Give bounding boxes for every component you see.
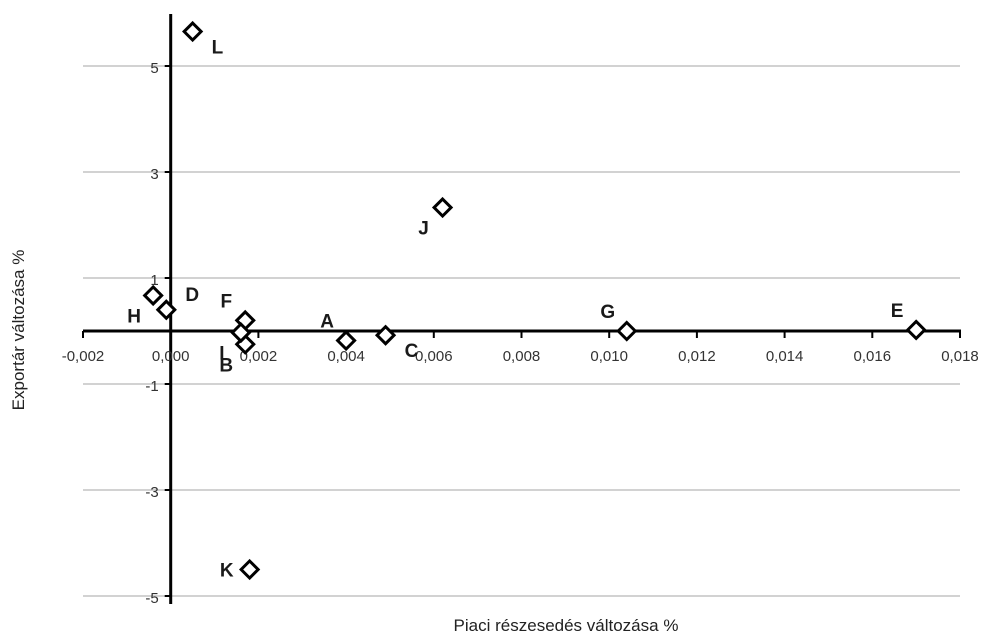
point-c-label: C [405,341,419,362]
x-tick-label: 0,016 [854,348,892,365]
tick-labels: -0,002 0,000 0,002 0,004 0,006 0,008 0,010 0,01… [62,60,979,607]
point-j-label: J [418,219,429,240]
point-k-marker [239,558,261,581]
point-labels: A B C D E F G H I J K L [127,38,903,582]
x-axis-title: Piaci részesedés változása % [454,616,679,635]
point-e-label: E [891,301,904,322]
x-tick-label: 0,002 [240,348,278,365]
point-j-marker [431,196,454,219]
x-tick-label: -0,002 [62,348,105,365]
x-tick-label: 0,004 [327,348,365,365]
x-tick-label: 0,010 [590,348,628,365]
x-tick-label: 0,008 [503,348,541,365]
point-c-marker [374,324,397,346]
point-i-label: I [219,344,224,365]
y-tick-label: -3 [145,484,158,501]
point-d-label: D [185,285,199,306]
x-tick-label: 0,018 [941,348,979,365]
point-i-marker [230,321,252,344]
point-b-label: B [219,355,233,376]
point-f-label: F [220,291,232,312]
x-tick-label: 0,000 [152,348,190,365]
y-tick-label: 3 [150,166,158,183]
y-tick-label: 1 [150,272,158,289]
y-tick-label: -5 [145,590,158,607]
point-l-marker [182,20,204,43]
point-h-label: H [127,306,141,327]
point-k-label: K [220,561,234,582]
point-l-label: L [212,38,224,59]
point-e-marker [905,319,927,341]
x-tick-label: 0,006 [415,348,453,365]
point-g-label: G [600,302,615,323]
data-points [142,20,927,581]
y-tick-label: 5 [150,60,158,77]
x-tick-label: 0,012 [678,348,716,365]
point-g-marker [616,320,638,342]
point-a-marker [335,329,357,352]
grid-lines [83,65,960,597]
point-d-marker [155,299,177,321]
axes [82,14,961,604]
y-tick-label: -1 [145,378,158,395]
y-axis-title: Exportár változása % [9,250,28,411]
point-a-label: A [320,312,334,333]
point-h-marker [142,284,164,307]
x-tick-label: 0,014 [766,348,804,365]
